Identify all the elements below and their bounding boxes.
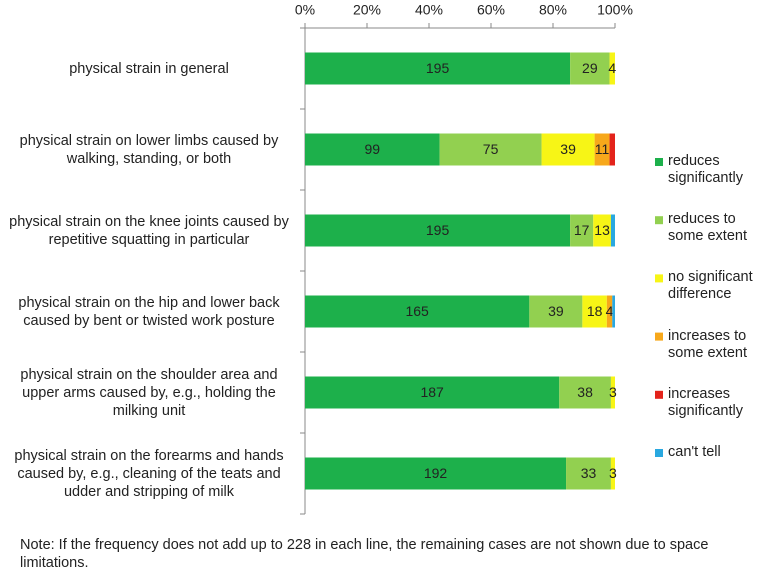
category-label: physical strain in general [69,60,229,77]
category-label: physical strain on the knee joints cause… [9,213,289,248]
category-label: physical strain on the hip and lower bac… [18,294,280,329]
data-label: 192 [424,465,448,481]
data-label: 17 [574,222,590,238]
data-label: 3 [609,465,617,481]
x-tick-label: 40% [415,2,443,18]
data-label: 3 [609,384,617,400]
category-label: physical strain on the forearms and hand… [14,447,284,500]
data-label: 18 [587,303,603,319]
legend-label: increases significantly [668,385,743,419]
data-label: 29 [582,60,598,76]
data-label: 4 [606,303,614,319]
legend-label: can't tell [668,444,721,460]
legend-label: reduces to some extent [668,211,747,245]
note: Note: If the frequency does not add up t… [20,537,709,571]
bar-segment [609,52,615,85]
data-label: 33 [581,465,597,481]
data-label: 39 [548,303,564,319]
data-label: 195 [426,60,450,76]
x-tick-label: 0% [295,2,315,18]
category-label: physical strain on the shoulder area and… [20,366,278,419]
bar-segment [305,295,530,328]
bar-segment [305,133,440,166]
bar-segment [593,214,611,247]
bar-segment [305,52,571,85]
bar-segment [570,214,594,247]
bar-segment [570,52,610,85]
data-label: 4 [608,60,616,76]
data-label: 39 [560,141,576,157]
bar-segment [609,133,615,166]
bar-segment [610,457,615,490]
bar-segment [305,457,567,490]
data-label: 13 [594,222,610,238]
data-label: 38 [577,384,593,400]
bar-segment [582,295,607,328]
bar-segment [439,133,542,166]
legend-swatch [655,274,663,283]
bar-segment [559,376,611,409]
bar-segment [612,295,615,328]
bar-segment [610,376,615,409]
data-label: 195 [426,222,450,238]
bar-segment [541,133,595,166]
bar-segment [566,457,611,490]
bar-segment [606,295,613,328]
data-label: 11 [595,141,610,157]
bar-segment [610,214,615,247]
x-tick-label: 20% [353,2,381,18]
legend-swatch [655,216,663,225]
bar-segment [305,376,560,409]
bar-segment [594,133,610,166]
legend-swatch [655,449,663,457]
x-tick-label: 80% [539,2,567,18]
x-tick-label: 60% [477,2,505,18]
data-label: 75 [483,141,499,157]
legend-swatch [655,158,663,166]
data-label: 99 [365,141,381,157]
data-label: 187 [420,384,444,400]
legend-label: reduces significantly [668,153,743,186]
data-label: 165 [405,303,429,319]
x-tick-label: 100% [597,2,633,18]
bar-segment [305,214,571,247]
legend-swatch [655,390,663,399]
legend-label: increases to some extent [668,327,747,361]
category-label: physical strain on lower limbs caused by… [19,132,279,167]
bar-segment [529,295,583,328]
legend-swatch [655,332,663,341]
legend-label: no significant difference [668,269,753,303]
